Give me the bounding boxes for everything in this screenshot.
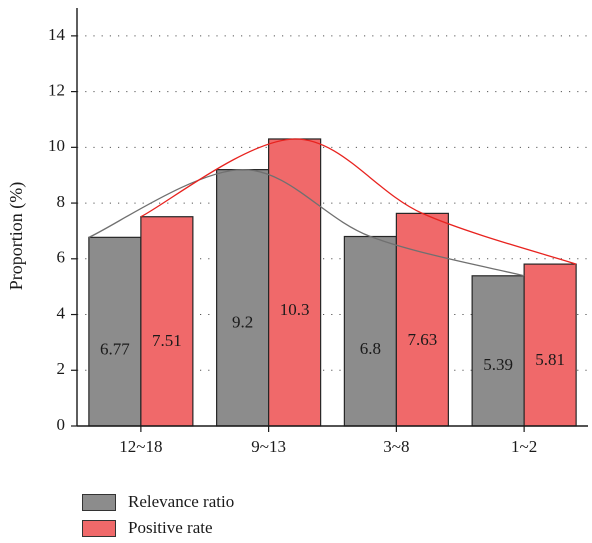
legend-label-positive-rate: Positive rate bbox=[128, 518, 213, 537]
data-label: 5.81 bbox=[535, 350, 565, 369]
trend-curve bbox=[88, 168, 525, 277]
bar bbox=[268, 138, 322, 427]
legend: Relevance ratio Positive rate bbox=[82, 490, 234, 542]
data-label: 5.39 bbox=[483, 355, 513, 374]
data-label: 7.63 bbox=[408, 330, 438, 349]
bar bbox=[140, 216, 194, 427]
y-tick-label: 4 bbox=[57, 303, 66, 322]
legend-swatch-positive-rate bbox=[82, 519, 116, 537]
bar bbox=[88, 236, 142, 427]
axes: 0 2 4 6 8 10 12 14 12~18 9~13 3~8 1~2 bbox=[48, 8, 588, 456]
y-axis-title: Proportion (%) bbox=[6, 182, 27, 290]
x-tick-label: 12~18 bbox=[119, 437, 162, 456]
y-tick-label: 8 bbox=[57, 192, 66, 211]
y-tick-label: 2 bbox=[57, 359, 66, 378]
data-label: 9.2 bbox=[232, 312, 253, 331]
y-tick-label: 10 bbox=[48, 136, 65, 155]
data-label: 10.3 bbox=[280, 300, 310, 319]
bar-chart: 0 2 4 6 8 10 12 14 12~18 9~13 3~8 1~2 6.77 7.51 9.2 10… bbox=[6, 8, 588, 456]
data-label: 6.8 bbox=[360, 339, 381, 358]
bar bbox=[343, 235, 397, 427]
y-tick-label: 14 bbox=[48, 25, 66, 44]
bar bbox=[523, 263, 577, 427]
x-tick-label: 9~13 bbox=[251, 437, 286, 456]
trend-curves bbox=[88, 138, 577, 277]
legend-item-positive-rate: Positive rate bbox=[82, 516, 234, 540]
data-label: 6.77 bbox=[100, 339, 130, 358]
y-tick-label: 12 bbox=[48, 81, 65, 100]
y-tick-label: 6 bbox=[57, 248, 66, 267]
data-labels: 6.77 7.51 9.2 10.3 6.8 7.63 5.39 5.81 bbox=[100, 300, 565, 374]
legend-label-relevance-ratio: Relevance ratio bbox=[128, 492, 235, 511]
bar bbox=[471, 275, 525, 427]
y-tick-label: 0 bbox=[57, 415, 66, 434]
bars bbox=[88, 138, 577, 427]
bar bbox=[216, 169, 270, 427]
legend-item-relevance-ratio: Relevance ratio bbox=[82, 490, 234, 514]
x-tick-label: 1~2 bbox=[511, 437, 537, 456]
bar bbox=[395, 212, 449, 427]
trend-curve bbox=[140, 138, 577, 265]
legend-swatch-relevance-ratio bbox=[82, 493, 116, 511]
x-tick-label: 3~8 bbox=[383, 437, 409, 456]
data-label: 7.51 bbox=[152, 331, 182, 350]
